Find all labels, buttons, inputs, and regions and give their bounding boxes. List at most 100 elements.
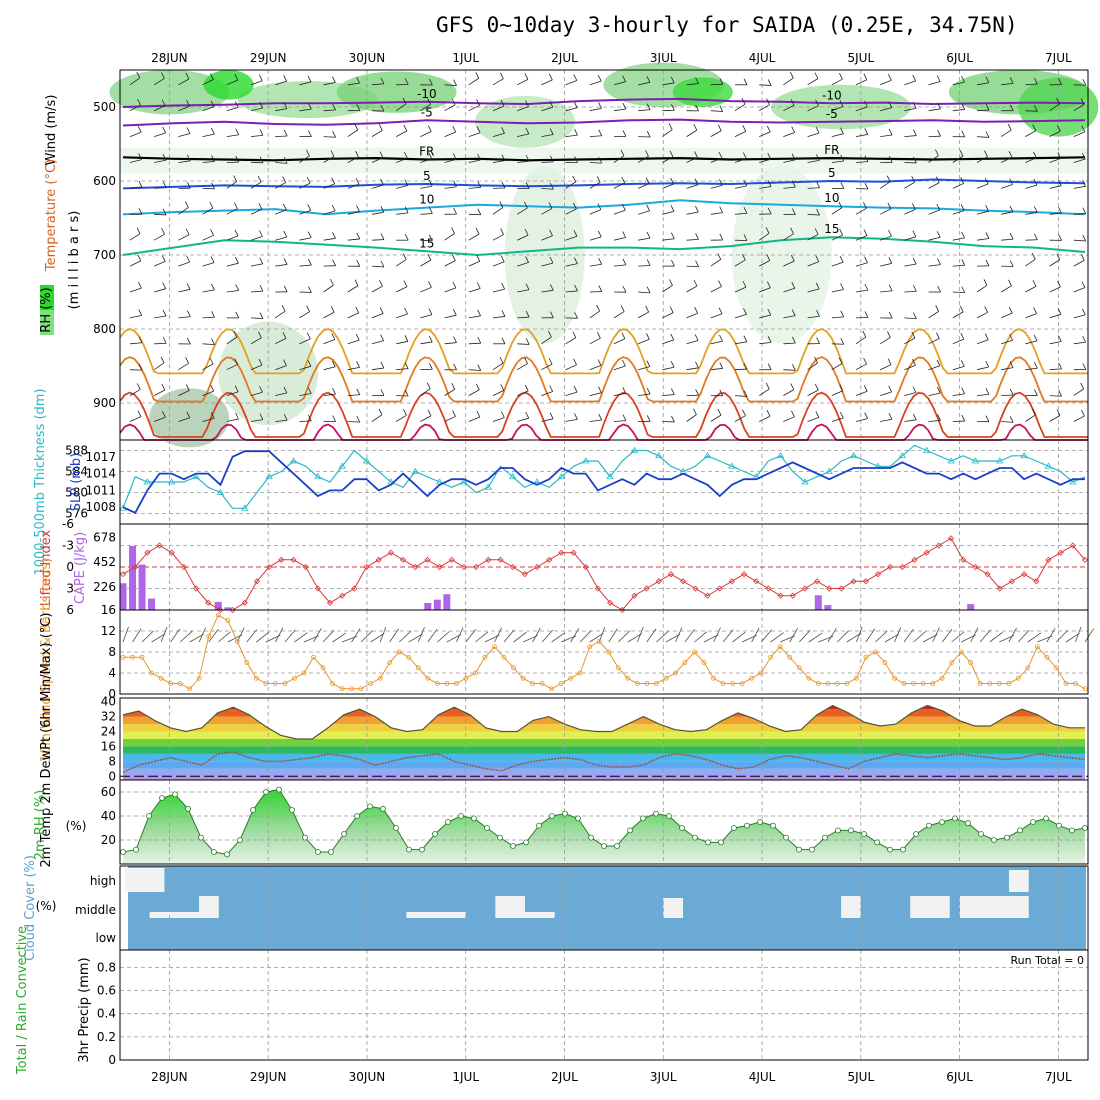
wind-barb [722, 629, 734, 643]
wind-barb [395, 103, 407, 112]
wind-barb-flag [864, 311, 869, 318]
wind-tick: 12 [101, 624, 116, 638]
wind-barb [551, 632, 565, 643]
wind-speed-marker [749, 675, 755, 681]
wind-barb [1025, 286, 1037, 293]
wind-barb-flag [765, 227, 770, 234]
slp-tick: 1017 [85, 450, 116, 464]
wind-barb-flag [1056, 124, 1061, 132]
wind-barb-flag [792, 336, 796, 344]
isotherm-line [122, 118, 1086, 127]
wind-barb [1073, 415, 1085, 422]
wind-barb-flag [741, 253, 746, 261]
li-line [122, 537, 1086, 611]
rh-marker [432, 831, 438, 837]
li-marker [302, 563, 309, 571]
rh-marker [445, 819, 451, 825]
wind-barb [638, 338, 650, 345]
wind-barb [932, 627, 940, 643]
rh-marker [549, 813, 555, 819]
cape-bar [824, 605, 832, 610]
li-marker [801, 585, 808, 592]
wind-barb-flag [283, 414, 288, 421]
wind-barb [492, 389, 504, 396]
wind-barb-flag [356, 104, 361, 111]
wind-barb-flag [525, 310, 530, 318]
wind-barb [492, 105, 505, 112]
wind-barb [189, 633, 204, 643]
wind-barb-flag [259, 156, 264, 163]
wind-barb-flag [476, 255, 481, 262]
wind-barb [710, 184, 723, 189]
wind-barb [1049, 212, 1062, 215]
wind-barb [420, 415, 432, 422]
wind-barb [904, 392, 917, 396]
wind-barb-flag [308, 286, 312, 293]
wind-barb [154, 261, 166, 267]
rh-marker [562, 810, 568, 817]
wind-barb-flag [211, 311, 215, 318]
wind-barb-flag [767, 153, 772, 160]
wind-barb-flag [476, 282, 481, 289]
wind-barb-flag [864, 128, 869, 135]
rh-marker [341, 831, 347, 837]
wind-barb [807, 187, 820, 189]
thickness-marker [1020, 451, 1028, 459]
wind-barb-flag [185, 357, 189, 364]
wind-barb-flag [646, 259, 651, 266]
wind-barb-flag [646, 130, 651, 138]
wind-barb [976, 238, 989, 241]
wind-barb [202, 363, 214, 371]
li-marker [716, 585, 723, 592]
wind-barb-flag [259, 312, 264, 319]
rh-marker [237, 837, 243, 843]
wind-barb [961, 634, 976, 643]
wind-barb [420, 259, 431, 267]
cape-bar [424, 602, 432, 610]
wind-barb [675, 627, 683, 643]
wind-barb [1018, 629, 1030, 643]
wind-barb [299, 210, 311, 215]
wind-barb-flag [211, 155, 215, 162]
wind-barb-flag [743, 179, 748, 187]
wind-barb [589, 162, 602, 164]
wind-barb-flag [162, 337, 167, 344]
wind-barb [250, 290, 263, 293]
wind-barb [396, 130, 407, 137]
wind-barb [347, 211, 360, 215]
wind-barb [1001, 421, 1014, 423]
wind-barb-flag [598, 129, 603, 136]
wind-barb [941, 629, 953, 643]
wind-barb [250, 134, 263, 137]
li-marker [119, 571, 127, 578]
rh-marker [978, 831, 984, 837]
wind-barb [492, 288, 505, 293]
rh-marker [367, 803, 373, 810]
wind-barb-flag [1032, 124, 1037, 131]
rh-marker [705, 839, 711, 846]
wind-barb-flag [1009, 260, 1014, 267]
wind-barb [928, 420, 941, 422]
wind-speed-marker [253, 675, 259, 681]
wind-barb [492, 132, 505, 137]
wind-barb-flag [1009, 104, 1014, 111]
wind-barb-flag [1034, 105, 1038, 112]
wind-barb [855, 188, 869, 190]
wind-barb-flag [332, 259, 336, 266]
wind-barb [275, 182, 286, 189]
wind-barb [1049, 395, 1062, 397]
wind-barb [662, 211, 675, 215]
wind-barb-flag [429, 363, 433, 370]
wind-barb [379, 626, 387, 643]
wind-barb [807, 234, 819, 241]
wind-barb [613, 81, 626, 86]
li-marker [911, 556, 918, 563]
wind-speed-marker [444, 681, 450, 686]
temp-tick: 24 [101, 725, 116, 739]
wind-barb [420, 341, 433, 345]
pressure-tick: 700 [93, 248, 116, 262]
wind-barb [129, 77, 141, 86]
wind-barb-flag [936, 386, 941, 394]
wind-barb [517, 234, 529, 241]
